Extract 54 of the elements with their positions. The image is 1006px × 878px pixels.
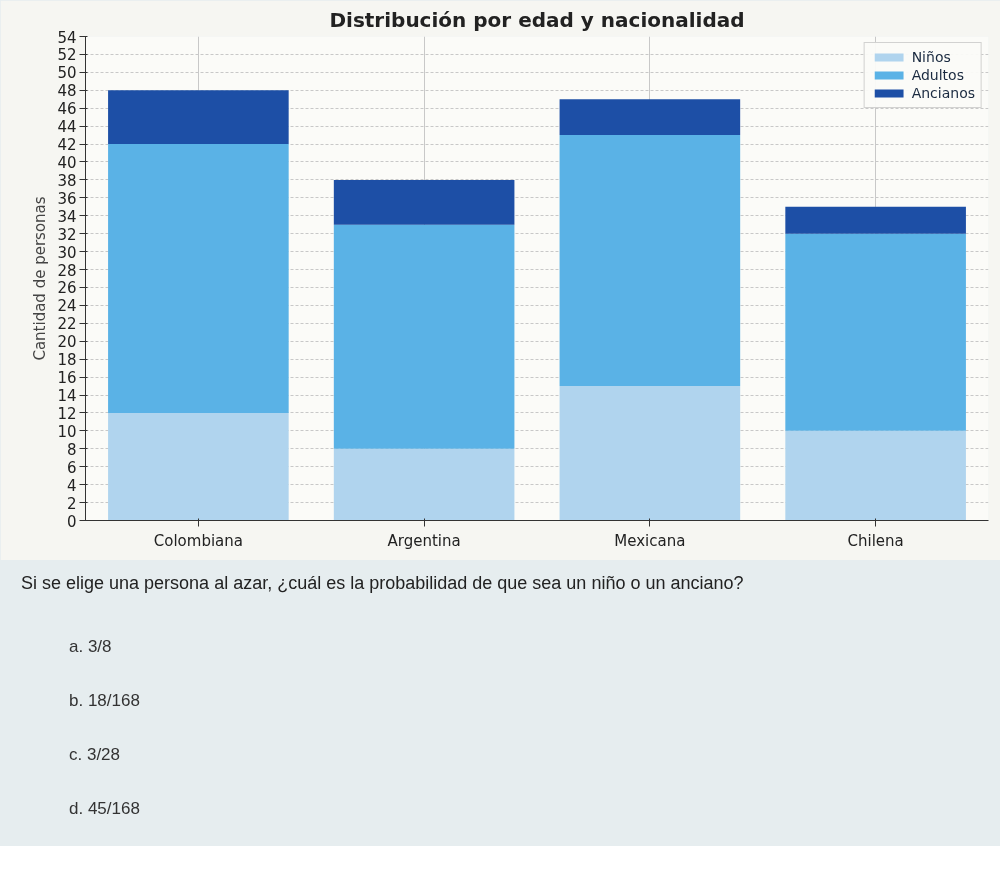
y-tick-label: 16 bbox=[57, 369, 77, 388]
bar bbox=[785, 233, 966, 431]
bar bbox=[108, 412, 289, 521]
y-tick-label: 0 bbox=[66, 512, 77, 531]
text: Si se elige una persona al azar, ¿cuál es la probabilidad de que sea un niño o un anciano? bbox=[21, 572, 744, 595]
bar bbox=[333, 179, 515, 225]
bar bbox=[559, 386, 741, 521]
text: b. 18/168 bbox=[69, 690, 140, 712]
y-tick-label: 42 bbox=[57, 136, 77, 155]
y-tick-label: 30 bbox=[57, 243, 77, 262]
y-tick-label: 2 bbox=[66, 494, 77, 513]
y-tick-label: 12 bbox=[57, 404, 77, 423]
text: c. 3/28 bbox=[69, 744, 121, 766]
y-tick-label: 4 bbox=[66, 476, 77, 495]
y-axis-title: Cantidad de personas bbox=[31, 196, 50, 361]
x-tick-label: Argentina bbox=[387, 531, 461, 550]
bar bbox=[333, 448, 515, 521]
text: d. 45/168 bbox=[69, 798, 140, 820]
y-tick-label: 48 bbox=[57, 82, 77, 101]
y-tick-label: 32 bbox=[57, 225, 77, 244]
legend-label: Niños bbox=[911, 49, 951, 65]
bar bbox=[785, 430, 966, 521]
bar bbox=[108, 144, 289, 413]
y-tick-label: 34 bbox=[57, 207, 77, 226]
x-tick-label: Colombiana bbox=[153, 531, 243, 550]
y-tick-label: 28 bbox=[57, 261, 77, 280]
y-tick-label: 40 bbox=[57, 153, 77, 172]
y-tick-label: 54 bbox=[57, 28, 77, 47]
y-tick-label: 50 bbox=[57, 64, 77, 83]
bar bbox=[559, 135, 741, 387]
y-tick-label: 46 bbox=[57, 100, 77, 119]
y-tick-label: 24 bbox=[57, 297, 77, 316]
y-tick-label: 14 bbox=[57, 387, 77, 406]
legend-label: Ancianos bbox=[911, 85, 975, 101]
bar bbox=[333, 224, 515, 449]
bar bbox=[108, 90, 289, 145]
bar bbox=[785, 206, 966, 234]
y-tick-label: 18 bbox=[57, 351, 77, 370]
text: a. 3/8 bbox=[69, 636, 112, 658]
y-tick-label: 22 bbox=[57, 315, 77, 334]
y-tick-label: 6 bbox=[66, 458, 77, 477]
y-tick-label: 38 bbox=[57, 171, 77, 190]
y-tick-label: 8 bbox=[66, 440, 77, 459]
y-tick-label: 10 bbox=[57, 422, 77, 441]
legend-label: Adultos bbox=[911, 67, 964, 83]
y-tick-label: 36 bbox=[57, 189, 77, 208]
bar bbox=[559, 99, 741, 136]
y-tick-label: 52 bbox=[57, 46, 77, 65]
x-tick-label: Chilena bbox=[847, 531, 904, 550]
chart-title: Distribución por edad y nacionalidad bbox=[329, 7, 745, 32]
y-tick-label: 20 bbox=[57, 333, 77, 352]
y-tick-label: 26 bbox=[57, 279, 77, 298]
x-tick-label: Mexicana bbox=[614, 531, 686, 550]
y-tick-label: 44 bbox=[57, 118, 77, 137]
